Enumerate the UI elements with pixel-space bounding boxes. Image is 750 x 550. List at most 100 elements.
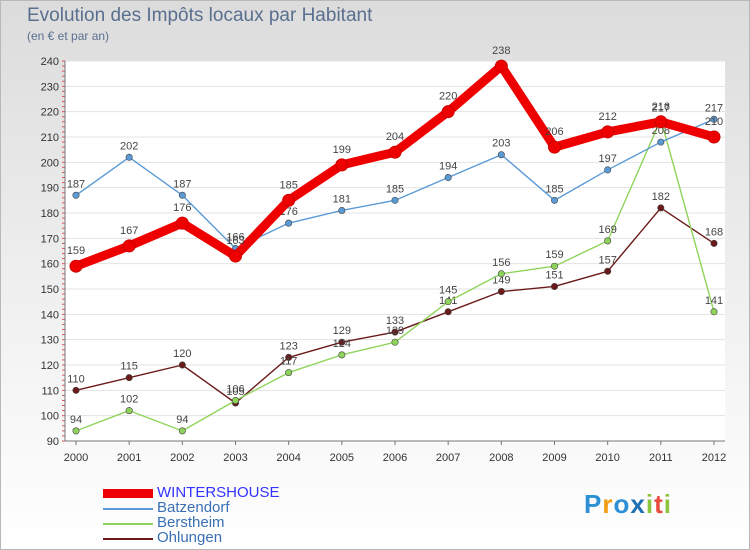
data-point [550, 282, 558, 290]
y-tick-label: 220 [41, 107, 59, 119]
y-tick-label: 150 [41, 284, 59, 296]
data-label: 159 [67, 245, 85, 257]
legend-item: Batzendorf [103, 499, 323, 516]
data-label: 197 [598, 153, 616, 165]
data-point [69, 259, 83, 273]
data-label: 169 [598, 224, 616, 236]
data-label: 120 [173, 348, 191, 360]
legend-swatch [103, 523, 153, 525]
data-point [338, 206, 346, 214]
y-tick-label: 180 [41, 208, 59, 220]
legend-label: Batzendorf [157, 499, 230, 516]
data-point [497, 288, 505, 296]
data-point [338, 351, 346, 359]
data-point [388, 145, 402, 159]
data-label: 115 [120, 361, 138, 373]
legend-label: WINTERSHOUSE [157, 484, 280, 501]
data-point [125, 153, 133, 161]
y-tick-label: 110 [41, 385, 59, 397]
data-point [494, 59, 508, 73]
data-point [175, 216, 189, 230]
data-label: 102 [120, 394, 138, 406]
data-label: 206 [545, 126, 563, 138]
data-point [548, 140, 561, 154]
data-label: 159 [545, 249, 563, 261]
data-label: 208 [652, 125, 670, 137]
data-label: 194 [439, 161, 457, 173]
y-tick-label: 190 [41, 183, 59, 195]
data-point [178, 361, 186, 369]
data-label: 202 [120, 140, 138, 152]
data-point [604, 237, 612, 245]
data-point [710, 115, 718, 123]
data-label: 210 [705, 116, 723, 128]
legend-label: Ohlungen [157, 529, 223, 546]
data-point [72, 427, 80, 435]
y-tick-label: 120 [41, 360, 59, 372]
data-label: 110 [67, 373, 85, 385]
data-label: 141 [705, 295, 723, 307]
data-label: 203 [492, 138, 510, 150]
data-label: 105 [226, 386, 244, 398]
data-point [497, 151, 505, 159]
x-tick-label: 2005 [330, 452, 354, 464]
data-point [232, 396, 240, 404]
data-label: 181 [333, 193, 351, 205]
x-tick-label: 2001 [117, 452, 141, 464]
legend-label: Berstheim [157, 514, 225, 531]
x-tick-label: 2002 [170, 452, 194, 464]
data-label: 187 [67, 178, 85, 190]
data-point [441, 105, 455, 119]
data-point [178, 191, 186, 199]
data-label: 204 [386, 131, 404, 143]
data-point [710, 239, 718, 247]
x-tick-label: 2004 [276, 452, 300, 464]
x-tick-label: 2008 [489, 452, 513, 464]
plot-area [65, 61, 725, 441]
y-tick-label: 200 [41, 157, 59, 169]
data-label: 185 [545, 183, 563, 195]
data-point [72, 386, 80, 394]
data-label: 185 [386, 183, 404, 195]
data-label: 212 [598, 111, 616, 123]
data-point [72, 191, 80, 199]
y-tick-label: 240 [41, 56, 59, 68]
data-label: 124 [333, 338, 351, 350]
y-tick-label: 160 [41, 259, 59, 271]
legend-item: Ohlungen [103, 529, 323, 546]
data-label: 176 [173, 202, 191, 214]
data-label: 166 [226, 231, 244, 243]
data-point [122, 239, 136, 253]
x-tick-label: 2003 [223, 452, 247, 464]
data-label: 94 [70, 414, 82, 426]
data-point [657, 204, 665, 212]
x-tick-label: 2011 [649, 452, 673, 464]
data-point [707, 130, 721, 144]
data-point [710, 308, 718, 316]
data-label: 238 [492, 45, 510, 57]
data-label: 220 [439, 91, 457, 103]
data-point [657, 138, 665, 146]
data-point [444, 174, 452, 182]
data-point [654, 115, 668, 129]
data-label: 168 [705, 226, 723, 238]
legend-swatch [103, 538, 153, 540]
data-label: 149 [492, 275, 510, 287]
data-point [391, 328, 399, 336]
legend: WINTERSHOUSE Batzendorf Berstheim Ohlung… [103, 484, 323, 546]
data-label: 133 [386, 315, 404, 327]
data-point [497, 270, 505, 278]
data-point [444, 298, 452, 306]
data-point [285, 219, 293, 227]
data-label: 217 [705, 102, 723, 114]
data-point [125, 374, 133, 382]
data-point [335, 158, 349, 172]
y-tick-label: 230 [41, 81, 59, 93]
data-label: 156 [492, 257, 510, 269]
data-label: 117 [280, 356, 298, 368]
data-point [601, 125, 615, 139]
y-tick-label: 130 [41, 335, 59, 347]
chart-title: Evolution des Impôts locaux par Habitant [27, 5, 373, 26]
legend-item: Berstheim [103, 514, 323, 531]
